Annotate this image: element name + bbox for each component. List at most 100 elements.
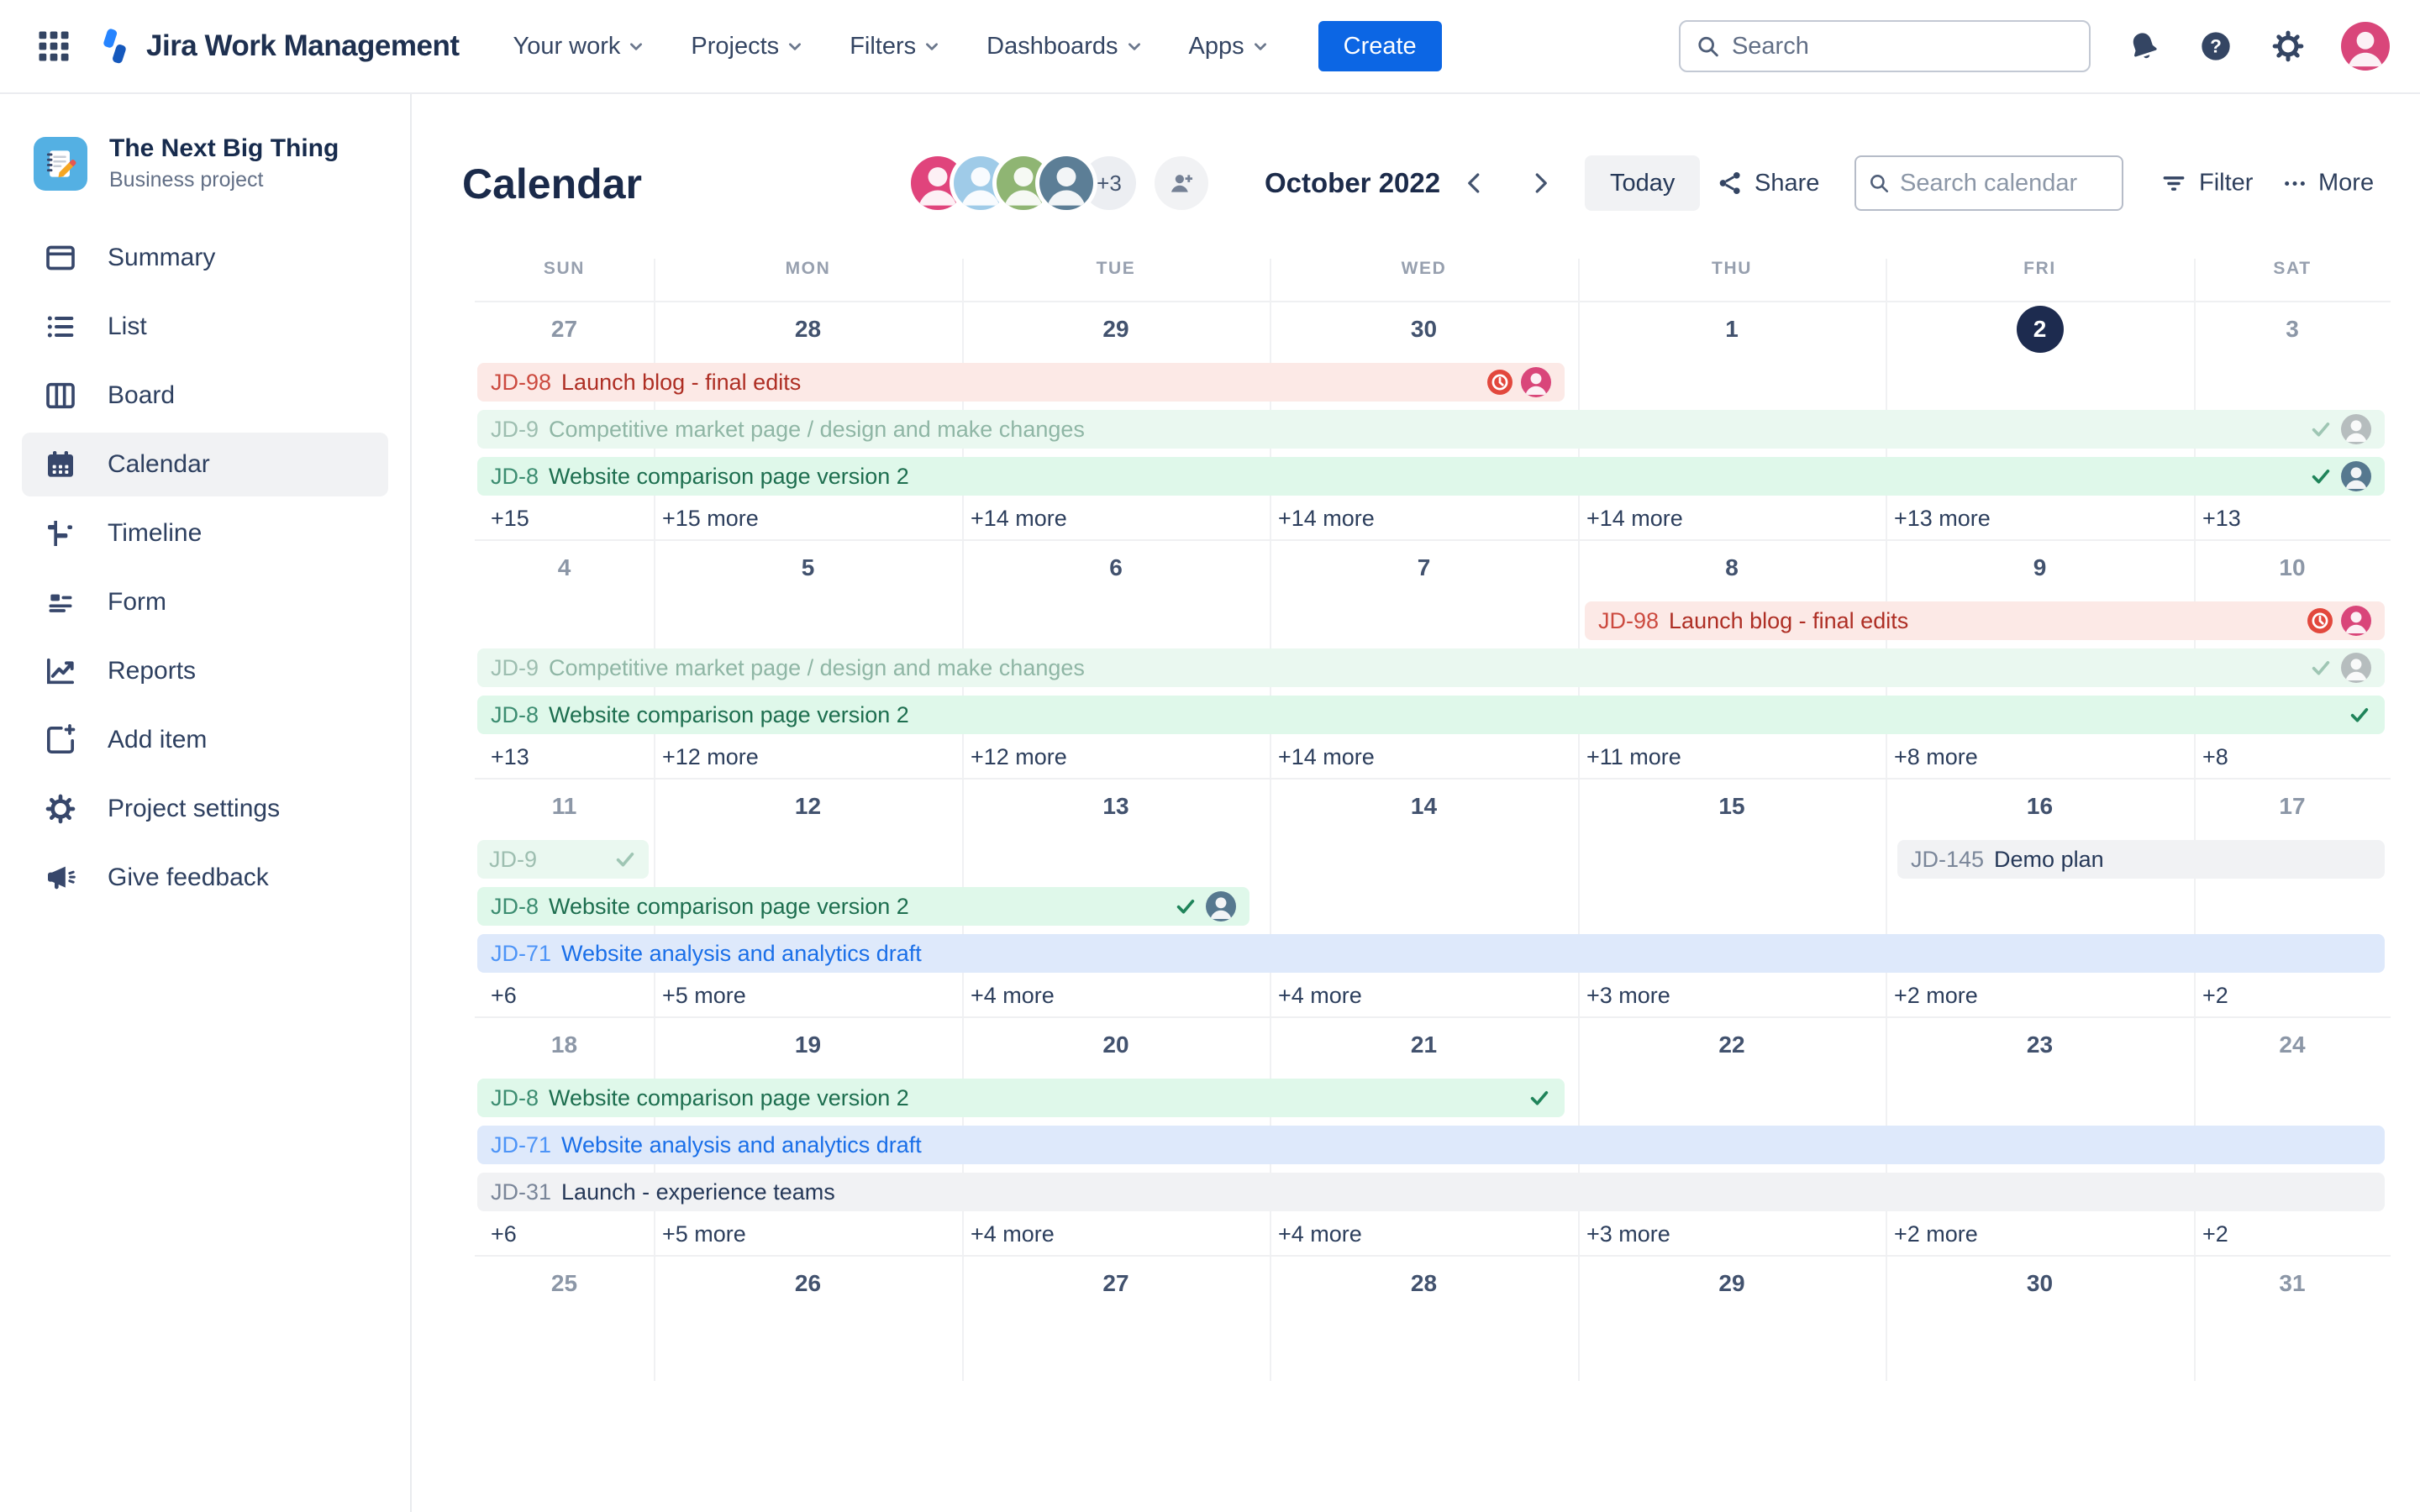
menu-filters[interactable]: Filters [850, 33, 939, 60]
more-events-link[interactable]: +14 more [1278, 506, 1375, 531]
sidebar-item-add-item[interactable]: Add item [22, 708, 388, 772]
more-events-link[interactable]: +5 more [662, 983, 746, 1008]
calendar-week: 18 19 20 21 22 23 24 JD-8 Website compari… [475, 1018, 2391, 1257]
notifications-button[interactable] [2124, 27, 2163, 66]
more-events-link[interactable]: +14 more [971, 506, 1067, 531]
filter-button[interactable]: Filter [2160, 170, 2253, 197]
more-events-link[interactable]: +11 more [1586, 744, 1681, 769]
prev-month-button[interactable] [1454, 162, 1496, 204]
sidebar-item-calendar[interactable]: Calendar [22, 433, 388, 496]
avatar[interactable] [1039, 156, 1093, 210]
board-icon [46, 382, 75, 409]
more-events-link[interactable]: +13 more [1894, 506, 1991, 531]
sidebar-item-reports[interactable]: Reports [22, 639, 388, 703]
more-events-link[interactable]: +14 more [1278, 744, 1375, 769]
date-cell: 27 [550, 316, 578, 342]
dow-label: THU [1712, 259, 1752, 278]
event-bar[interactable]: JD-8 Website comparison page version 2 [477, 457, 2385, 496]
more-events-link[interactable]: +14 more [1586, 506, 1683, 531]
calendar-search-input[interactable] [1900, 169, 2110, 197]
menu-projects[interactable]: Projects [691, 33, 802, 60]
more-events-link[interactable]: +5 more [662, 1221, 746, 1247]
more-events-link[interactable]: +4 more [1278, 983, 1362, 1008]
app-switcher-icon[interactable] [34, 26, 74, 66]
more-events-link[interactable]: +2 more [1894, 983, 1978, 1008]
calendar-search[interactable] [1854, 155, 2123, 211]
sidebar-item-form[interactable]: Form [22, 570, 388, 634]
event-bar[interactable]: JD-8 Website comparison page version 2 [477, 887, 1249, 926]
event-bar[interactable]: JD-9 Competitive market page / design and… [477, 648, 2385, 687]
more-events-link[interactable]: +2 [2202, 1221, 2228, 1247]
more-events-link[interactable]: +3 more [1586, 1221, 1670, 1247]
avatar [2341, 606, 2371, 636]
top-nav: Jira Work Management Your work Projects … [0, 0, 2420, 94]
more-events-link[interactable]: +13 [491, 744, 529, 769]
sidebar-item-give-feedback[interactable]: Give feedback [22, 846, 388, 910]
user-avatar[interactable] [2341, 22, 2390, 71]
project-header[interactable]: The Next Big Thing Business project [0, 94, 410, 192]
svg-text:?: ? [2210, 36, 2222, 57]
today-button[interactable]: Today [1585, 155, 1701, 211]
event-bar[interactable]: JD-9 [477, 840, 649, 879]
more-events-link[interactable]: +12 more [662, 744, 759, 769]
help-button[interactable]: ? [2196, 27, 2235, 66]
bell-icon [2133, 33, 2157, 59]
next-month-button[interactable] [1519, 162, 1561, 204]
more-events-link[interactable]: +15 [491, 506, 529, 531]
share-button[interactable]: Share [1716, 169, 1819, 197]
person-icon [918, 167, 957, 206]
nav-right: ? [1679, 20, 2390, 72]
date-cell: 12 [794, 793, 822, 819]
event-bar[interactable]: JD-71 Website analysis and analytics draf… [477, 1126, 2385, 1164]
menu-apps[interactable]: Apps [1189, 33, 1268, 60]
more-button[interactable]: More [2281, 170, 2374, 197]
date-cell: 17 [2279, 793, 2306, 819]
date-cell: 24 [2279, 1032, 2306, 1058]
menu-dashboards[interactable]: Dashboards [986, 33, 1141, 60]
more-events-link[interactable]: +2 [2202, 983, 2228, 1008]
check-icon [2350, 708, 2369, 722]
search-input[interactable] [1731, 32, 2074, 60]
event-bar[interactable]: JD-145 Demo plan [1897, 840, 2385, 879]
create-button[interactable]: Create [1318, 21, 1442, 71]
more-events-link[interactable]: +4 more [1278, 1221, 1362, 1247]
add-item-icon [47, 724, 76, 753]
more-events-link[interactable]: +13 [2202, 506, 2241, 531]
avatar[interactable] [911, 156, 965, 210]
event-bar[interactable]: JD-8 Website comparison page version 2 [477, 1079, 1565, 1117]
more-events-link[interactable]: +4 more [971, 1221, 1055, 1247]
more-events-link[interactable]: +15 more [662, 506, 759, 531]
settings-button[interactable] [2269, 27, 2307, 66]
event-bar[interactable]: JD-98 Launch blog - final edits [477, 363, 1565, 402]
sidebar-item-summary[interactable]: Summary [22, 226, 388, 290]
event-bar[interactable]: JD-98 Launch blog - final edits [1585, 601, 2385, 640]
menu-your-work[interactable]: Your work [513, 33, 644, 60]
more-events-link[interactable]: +4 more [971, 983, 1055, 1008]
grid-9-dots-icon [39, 31, 69, 61]
global-search[interactable] [1679, 20, 2091, 72]
jira-logo[interactable]: Jira Work Management [96, 27, 460, 66]
more-events-link[interactable]: +2 more [1894, 1221, 1978, 1247]
avatar[interactable] [954, 156, 1007, 210]
sidebar-item-board[interactable]: Board [22, 364, 388, 428]
more-events-link[interactable]: +3 more [1586, 983, 1670, 1008]
date-cell: 4 [557, 554, 571, 580]
event-bar[interactable]: JD-8 Website comparison page version 2 [477, 696, 2385, 734]
sidebar-item-project-settings[interactable]: Project settings [22, 777, 388, 841]
more-events-link[interactable]: +12 more [971, 744, 1067, 769]
more-events-link[interactable]: +8 more [1894, 744, 1978, 769]
sidebar-item-list[interactable]: List [22, 295, 388, 359]
sidebar-item-timeline[interactable]: Timeline [22, 501, 388, 565]
event-bar[interactable]: JD-71 Website analysis and analytics draf… [477, 934, 2385, 973]
more-events-link[interactable]: +6 [491, 1221, 517, 1247]
event-bar[interactable]: JD-9 Competitive market page / design and… [477, 410, 2385, 449]
check-icon [1176, 900, 1195, 914]
more-events-link[interactable]: +8 [2202, 744, 2228, 769]
more-events-link[interactable]: +6 [491, 983, 517, 1008]
project-icon [34, 136, 87, 191]
add-person-button[interactable] [1155, 156, 1208, 210]
chevron-down-icon [1128, 43, 1140, 50]
event-bar[interactable]: JD-31 Launch - experience teams [477, 1173, 2385, 1211]
chevron-right-icon [1535, 173, 1547, 193]
date-cell: 20 [1102, 1032, 1129, 1058]
